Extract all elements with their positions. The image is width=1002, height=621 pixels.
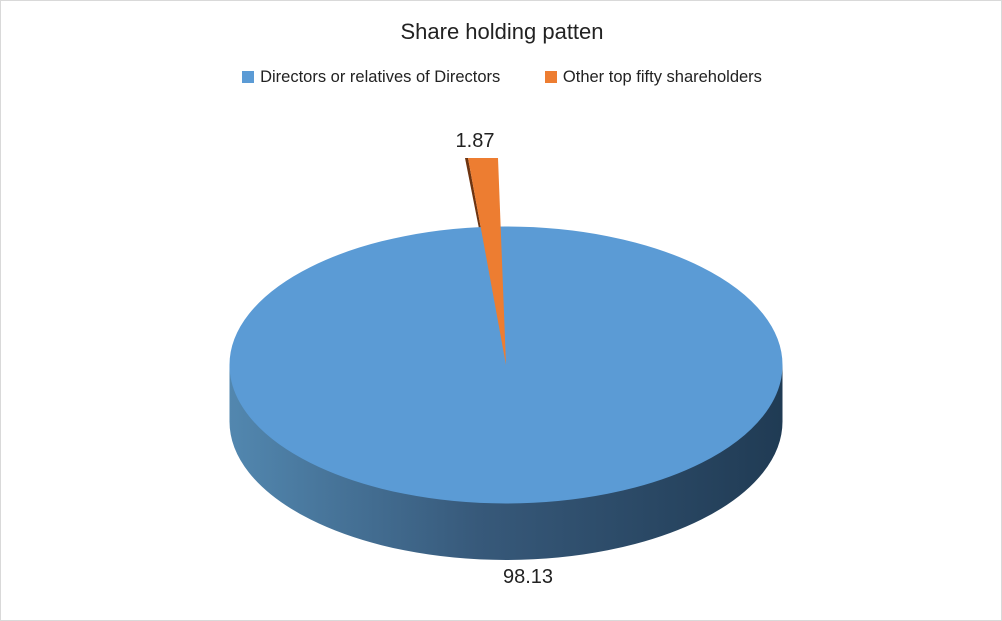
- svg-text:1.87: 1.87: [456, 130, 495, 152]
- svg-text:98.13: 98.13: [503, 566, 553, 588]
